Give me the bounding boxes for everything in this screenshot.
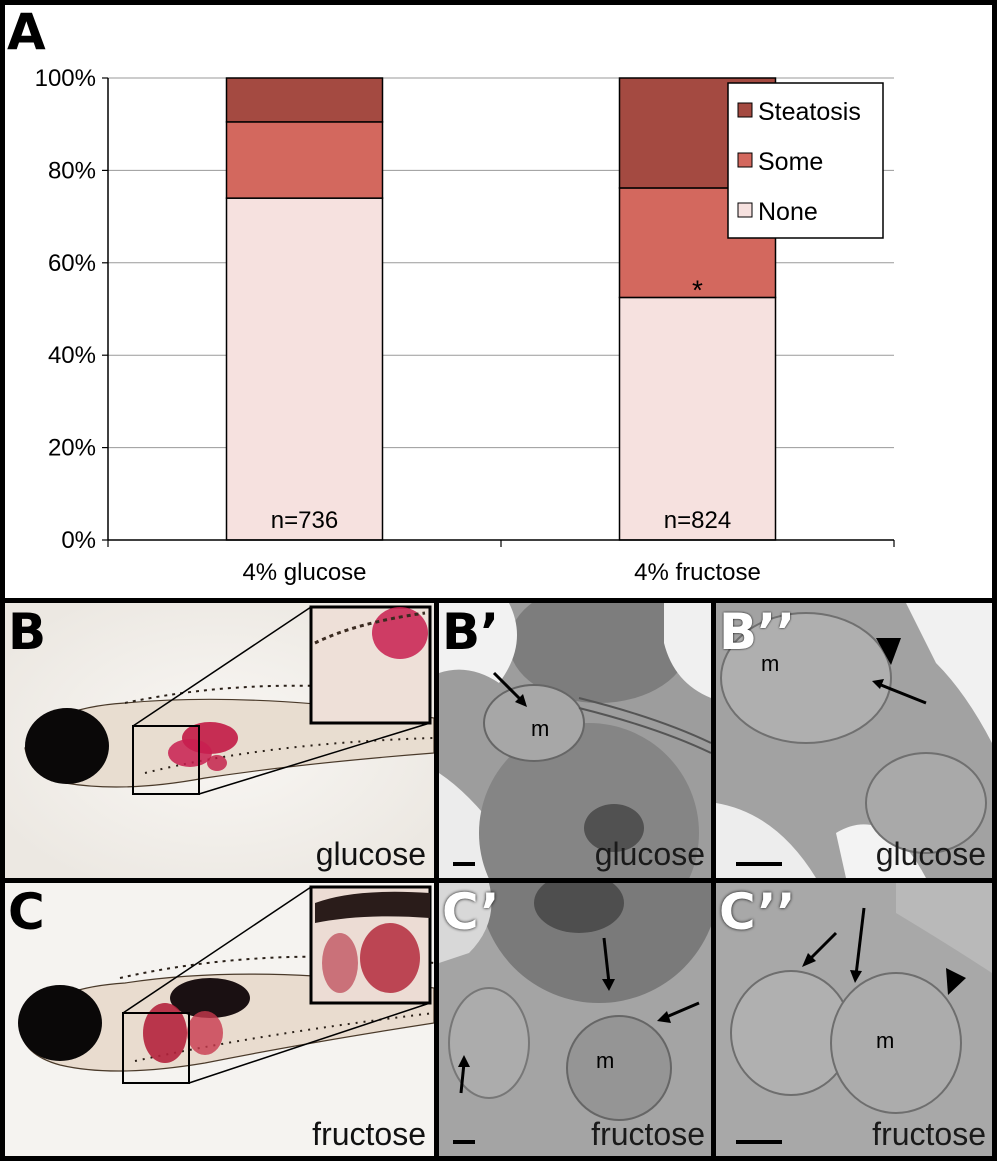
y-tick-label: 40% bbox=[48, 342, 96, 369]
significance-marker: * bbox=[692, 274, 703, 305]
panel-b-condition: glucose bbox=[315, 836, 426, 872]
c2-mito-label: m bbox=[876, 1028, 894, 1053]
c1-scale-bar bbox=[453, 1140, 475, 1144]
y-tick-label: 60% bbox=[48, 250, 96, 277]
panel-b1-condition: glucose bbox=[594, 836, 705, 872]
x-category-label: 4% fructose bbox=[634, 559, 761, 586]
em-fructose-image: m bbox=[439, 883, 711, 1156]
panel-c2-em-fructose: m C’’ fructose bbox=[716, 883, 992, 1156]
legend-swatch-some bbox=[737, 152, 753, 168]
panel-c1-em-fructose: m C’ fructose bbox=[439, 883, 711, 1156]
legend-label: Some bbox=[758, 148, 823, 176]
panel-c-larva-fructose: C fructose bbox=[5, 883, 434, 1156]
panel-b1-label: B’ bbox=[442, 603, 500, 661]
em-glucose-detail-image: m bbox=[716, 603, 992, 878]
panel-a: A 0% 20% 40% 60% 80% 100% 4% glucose n=736 4% fr… bbox=[5, 5, 992, 598]
stacked-bar-chart: 0% 20% 40% 60% 80% 100% 4% glucose n=736 4% fruc… bbox=[35, 65, 895, 586]
panel-c-label: C bbox=[8, 883, 45, 941]
panel-b-label: B bbox=[8, 603, 47, 661]
panel-b2-label: B’’ bbox=[719, 603, 796, 661]
legend-box bbox=[727, 82, 884, 239]
legend-swatch-none bbox=[737, 202, 753, 218]
panel-c2-condition: fructose bbox=[872, 1116, 986, 1152]
bar-segment-none bbox=[618, 296, 777, 541]
b2-mito-label: m bbox=[761, 651, 779, 676]
em-fructose-detail-image: m bbox=[716, 883, 992, 1156]
panel-a-label: A bbox=[7, 5, 46, 61]
c1-mito-label: m bbox=[596, 1048, 614, 1073]
n-label: n=736 bbox=[271, 507, 338, 534]
legend-swatch-steatosis bbox=[737, 102, 753, 118]
y-tick-label: 20% bbox=[48, 435, 96, 462]
panel-b-larva-glucose: B glucose bbox=[5, 603, 434, 878]
bar-segment-steatosis bbox=[225, 77, 384, 123]
panel-b1-em-glucose: m B’ glucose bbox=[439, 603, 711, 878]
y-tick-label: 100% bbox=[35, 65, 96, 92]
panel-c1-label: C’ bbox=[442, 883, 500, 941]
panel-c1-condition: fructose bbox=[591, 1116, 705, 1152]
legend-label: Steatosis bbox=[758, 98, 861, 126]
bar-segment-some bbox=[225, 121, 384, 199]
b2-scale-bar bbox=[736, 862, 782, 866]
larva-fructose-photo bbox=[5, 883, 434, 1156]
b1-scale-bar bbox=[453, 862, 475, 866]
b1-mito-label: m bbox=[531, 716, 549, 741]
n-label: n=824 bbox=[664, 507, 731, 534]
panel-b2-em-glucose: m B’’ glucose bbox=[716, 603, 992, 878]
larva-glucose-photo bbox=[5, 603, 434, 878]
x-category-label: 4% glucose bbox=[242, 559, 366, 586]
em-glucose-image: m bbox=[439, 603, 711, 878]
legend-label: None bbox=[758, 198, 818, 226]
panel-c-condition: fructose bbox=[312, 1116, 426, 1152]
panel-c2-label: C’’ bbox=[719, 883, 796, 941]
y-tick-label: 80% bbox=[48, 157, 96, 184]
panel-b2-condition: glucose bbox=[875, 836, 986, 872]
c2-scale-bar bbox=[736, 1140, 782, 1144]
bar-segment-none bbox=[225, 197, 384, 541]
y-tick-label: 0% bbox=[61, 527, 96, 554]
